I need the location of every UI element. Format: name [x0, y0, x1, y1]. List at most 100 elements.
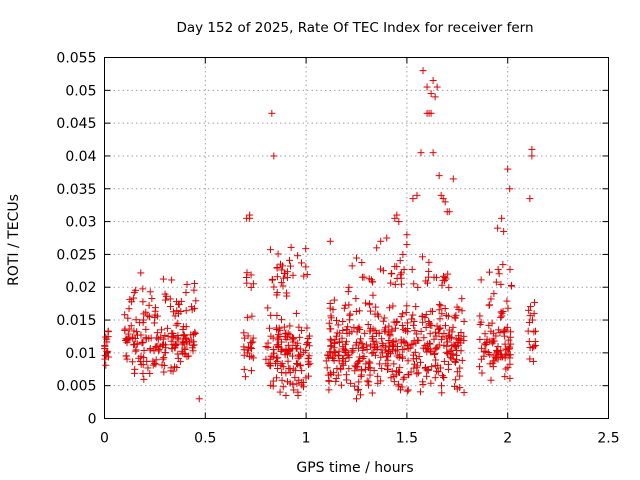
data-point: [507, 328, 515, 336]
data-point: [340, 304, 348, 312]
data-point: [452, 376, 460, 384]
data-point: [429, 76, 437, 84]
data-point: [438, 310, 446, 318]
data-point: [355, 378, 363, 386]
data-point: [343, 329, 351, 337]
data-point: [276, 388, 284, 396]
data-point: [248, 312, 256, 320]
data-point: [142, 335, 150, 343]
data-point: [400, 345, 408, 353]
data-point: [325, 319, 333, 327]
data-point: [343, 352, 351, 360]
data-point: [124, 330, 132, 338]
data-point: [354, 385, 362, 393]
data-point: [449, 350, 457, 358]
data-point: [391, 347, 399, 355]
data-point: [195, 395, 203, 403]
data-point: [377, 346, 385, 354]
data-point: [399, 326, 407, 334]
data-point: [140, 347, 148, 355]
data-point: [486, 301, 494, 309]
data-point: [454, 342, 462, 350]
data-point: [417, 149, 425, 157]
data-point: [248, 345, 256, 353]
data-point: [132, 347, 140, 355]
data-point: [290, 334, 298, 342]
data-point: [349, 344, 357, 352]
data-point: [437, 336, 445, 344]
data-point: [164, 332, 172, 340]
data-point: [506, 185, 514, 193]
data-point: [169, 308, 177, 316]
data-point: [423, 372, 431, 380]
data-point: [159, 355, 167, 363]
data-point: [441, 277, 449, 285]
data-point: [277, 279, 285, 287]
data-point: [356, 335, 364, 343]
y-tick-label: 0.05: [65, 83, 96, 99]
data-point: [144, 312, 152, 320]
data-point: [295, 323, 303, 331]
data-point: [378, 335, 386, 343]
data-point: [121, 325, 129, 333]
data-point: [437, 382, 445, 390]
data-point: [352, 362, 360, 370]
data-point: [322, 357, 330, 365]
data-point: [280, 269, 288, 277]
data-point: [358, 367, 366, 375]
data-point: [504, 304, 512, 312]
data-point: [422, 310, 430, 318]
data-point: [159, 340, 167, 348]
data-point: [284, 357, 292, 365]
data-point: [365, 301, 373, 309]
data-point: [183, 353, 191, 361]
data-point: [273, 291, 281, 299]
data-point: [182, 323, 190, 331]
data-point: [127, 322, 135, 330]
y-tick-label: 0.055: [56, 51, 96, 67]
data-point: [498, 312, 506, 320]
data-point: [267, 352, 275, 360]
data-point: [159, 275, 167, 283]
data-point: [366, 307, 374, 315]
data-point: [399, 375, 407, 383]
data-point: [168, 345, 176, 353]
data-point: [163, 324, 171, 332]
data-point: [386, 342, 394, 350]
data-point: [368, 335, 376, 343]
data-point: [391, 324, 399, 332]
data-point: [429, 149, 437, 157]
y-tick-label: 0.035: [56, 182, 96, 198]
data-point: [151, 314, 159, 322]
data-point: [500, 227, 508, 235]
data-point: [327, 325, 335, 333]
data-point: [438, 281, 446, 289]
data-point: [386, 304, 394, 312]
data-point: [278, 338, 286, 346]
data-point: [104, 348, 112, 356]
data-point: [369, 291, 377, 299]
data-point: [297, 351, 305, 359]
data-point: [404, 357, 412, 365]
data-point: [389, 302, 397, 310]
data-point: [368, 276, 376, 284]
data-point: [145, 301, 153, 309]
data-point: [282, 392, 290, 400]
data-point: [268, 276, 276, 284]
data-point: [380, 314, 388, 322]
data-point: [288, 334, 296, 342]
data-point: [286, 262, 294, 270]
data-point: [424, 344, 432, 352]
data-point: [332, 375, 340, 383]
data-point: [524, 327, 532, 335]
data-point: [366, 342, 374, 350]
data-point: [139, 361, 147, 369]
data-point: [421, 314, 429, 322]
data-point: [507, 281, 515, 289]
data-point: [487, 376, 495, 384]
data-point: [247, 283, 255, 291]
data-point: [138, 338, 146, 346]
data-point: [268, 109, 276, 117]
data-point: [246, 214, 254, 222]
data-point: [183, 280, 191, 288]
